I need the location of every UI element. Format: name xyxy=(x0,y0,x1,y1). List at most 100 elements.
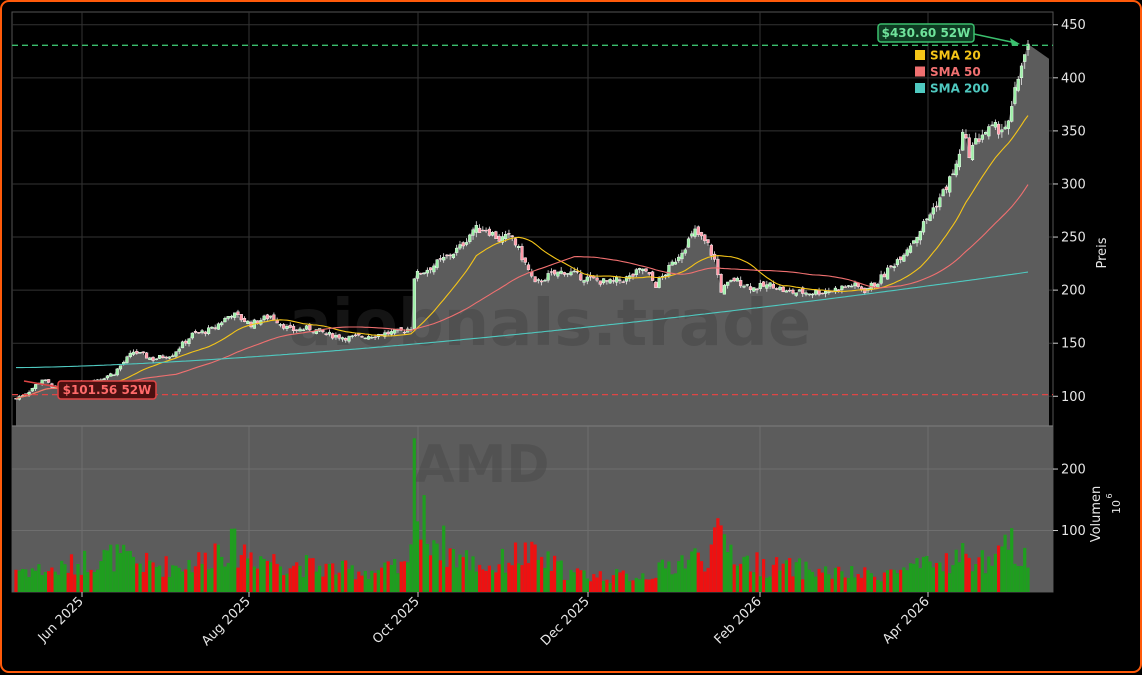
volume-bar xyxy=(171,565,175,592)
volume-bar xyxy=(216,544,220,592)
candle-body xyxy=(504,233,508,239)
volume-bar xyxy=(624,573,629,592)
candle-body xyxy=(118,365,123,370)
volume-bar xyxy=(373,572,377,592)
volume-bar xyxy=(631,580,635,592)
candle-body xyxy=(846,285,851,287)
volume-bar xyxy=(406,562,410,592)
volume-bar xyxy=(327,564,331,592)
candle-body xyxy=(745,284,749,286)
candle-body xyxy=(412,278,416,330)
candle-body xyxy=(468,234,472,242)
candle-body xyxy=(102,378,106,380)
candle-body xyxy=(794,292,798,296)
candle-body xyxy=(553,269,557,275)
volume-bar xyxy=(272,554,276,592)
volume-bar xyxy=(504,572,508,592)
candle-body xyxy=(167,356,171,359)
volume-bar xyxy=(549,571,553,592)
volume-bar xyxy=(908,563,913,592)
volume-bar xyxy=(833,567,837,592)
volume-bar xyxy=(928,561,932,592)
volume-axis-unit: 10 xyxy=(1110,500,1123,514)
volume-bar xyxy=(517,563,521,592)
volume-bar xyxy=(197,552,201,592)
volume-bar xyxy=(118,553,123,592)
candle-body xyxy=(951,173,955,176)
candle-body xyxy=(138,352,142,354)
candle-body xyxy=(735,277,740,282)
candle-body xyxy=(523,257,527,263)
volume-bar xyxy=(912,563,916,592)
legend-swatch xyxy=(915,83,925,93)
candle-body xyxy=(895,259,899,265)
volume-bar xyxy=(611,575,615,592)
volume-bar xyxy=(200,563,204,592)
candle-body xyxy=(141,351,145,354)
candle-body xyxy=(180,341,185,349)
volume-bar xyxy=(203,552,207,592)
volume-bar xyxy=(246,558,250,592)
volume-bar xyxy=(699,561,704,592)
volume-bar xyxy=(34,570,38,592)
volume-bar xyxy=(484,571,488,592)
candle-body xyxy=(677,256,681,261)
volume-bar xyxy=(993,553,997,592)
volume-bar xyxy=(967,557,971,592)
volume-bar xyxy=(102,549,106,592)
high-52w-arrow xyxy=(973,33,1017,44)
volume-bar xyxy=(814,576,818,592)
candle-body xyxy=(820,292,824,295)
volume-bar xyxy=(419,539,423,592)
volume-bar xyxy=(220,556,224,592)
volume-bar xyxy=(980,550,984,592)
volume-bar xyxy=(526,563,531,592)
candle-body xyxy=(987,126,991,137)
volume-bar xyxy=(464,550,469,592)
volume-bar xyxy=(987,556,991,592)
candle-body xyxy=(210,326,214,329)
candle-body xyxy=(944,186,948,190)
price-area-path xyxy=(16,44,1049,426)
volume-bar xyxy=(321,576,325,592)
volume-bar xyxy=(357,571,361,592)
legend: SMA 20 SMA 50 SMA 200 xyxy=(915,49,989,96)
candle-body xyxy=(461,242,465,247)
volume-bar xyxy=(1023,547,1027,592)
candle-body xyxy=(389,331,393,335)
candle-body xyxy=(148,357,152,360)
volume-bar xyxy=(184,569,188,592)
candle-body xyxy=(314,329,318,334)
volume-bar xyxy=(311,558,315,592)
candle-body xyxy=(768,282,772,287)
candle-body xyxy=(494,231,498,240)
candle-body xyxy=(925,218,929,221)
candle-body xyxy=(399,327,403,331)
candle-body xyxy=(713,253,717,260)
candle-body xyxy=(598,280,602,285)
volume-bar xyxy=(595,577,599,592)
volume-bar xyxy=(660,559,664,592)
candle-body xyxy=(429,267,433,271)
volume-bar xyxy=(353,579,358,592)
volume-bar xyxy=(765,577,769,592)
candle-body xyxy=(233,312,237,318)
volume-bar xyxy=(278,566,282,592)
volume-bar xyxy=(83,550,87,592)
candle-body xyxy=(458,244,462,249)
candle-body xyxy=(174,351,178,357)
candle-body xyxy=(510,235,514,238)
volume-bar xyxy=(262,558,266,592)
volume-bar xyxy=(562,579,566,592)
volume-bar xyxy=(324,563,328,592)
volume-bar xyxy=(474,571,478,592)
volume-bar xyxy=(837,566,841,592)
candle-body xyxy=(184,340,188,344)
volume-bar xyxy=(513,542,518,592)
volume-bar xyxy=(295,562,299,592)
volume-bar xyxy=(145,552,149,592)
volume-bar xyxy=(755,552,759,592)
volume-bar xyxy=(977,557,981,592)
candle-body xyxy=(47,379,51,383)
volume-bar xyxy=(256,568,260,592)
